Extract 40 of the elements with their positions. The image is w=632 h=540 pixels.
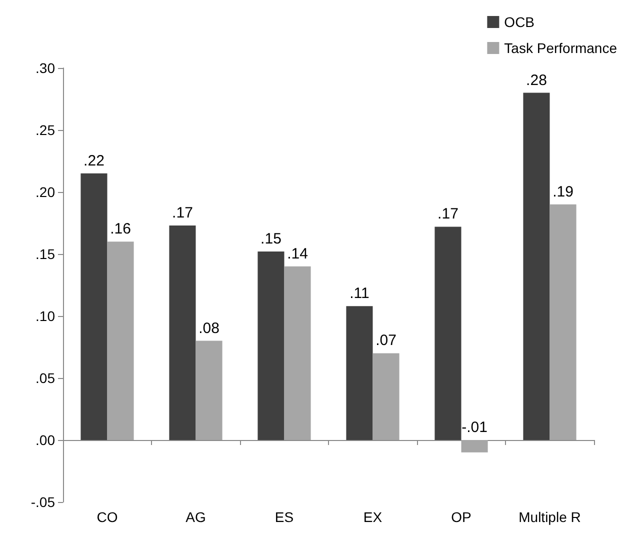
x-tick-label: EX — [363, 509, 383, 525]
bar — [196, 340, 222, 440]
y-tick-label: .25 — [36, 122, 56, 138]
y-tick-label: .30 — [36, 60, 56, 76]
bar — [169, 225, 196, 440]
bar — [434, 226, 462, 440]
data-label: .22 — [84, 152, 104, 170]
bar — [461, 440, 488, 452]
data-label: .07 — [376, 332, 396, 350]
data-label: .14 — [287, 245, 308, 262]
y-tick-label: -.05 — [30, 494, 56, 510]
data-label: .17 — [438, 206, 458, 223]
data-label: .15 — [260, 230, 282, 248]
data-label: .28 — [526, 72, 547, 89]
legend-label: OCB — [504, 14, 535, 30]
bar — [550, 204, 576, 440]
bar — [284, 266, 311, 440]
x-tick-label: AG — [186, 509, 206, 525]
legend-label: Task Performance — [504, 40, 618, 56]
bar — [107, 242, 134, 440]
bar — [258, 252, 284, 440]
x-tick-label: CO — [96, 509, 118, 525]
bar — [372, 353, 400, 440]
data-label: -.01 — [462, 419, 488, 436]
bar — [346, 306, 373, 440]
x-tick-label: OP — [451, 509, 472, 525]
y-tick-label: .00 — [36, 432, 56, 448]
data-label: .08 — [198, 320, 220, 337]
bar — [523, 92, 550, 440]
y-tick-label: .20 — [36, 184, 56, 200]
x-tick-label: Multiple R — [518, 509, 581, 525]
data-label: .17 — [172, 204, 193, 222]
y-tick-label: .15 — [36, 246, 56, 262]
y-tick-label: .10 — [36, 308, 56, 324]
x-tick-label: ES — [274, 509, 294, 525]
data-label: .11 — [350, 285, 370, 302]
y-tick-label: .05 — [36, 370, 56, 386]
data-label: .19 — [552, 183, 574, 200]
bar — [80, 173, 108, 440]
data-label: .16 — [110, 220, 131, 238]
